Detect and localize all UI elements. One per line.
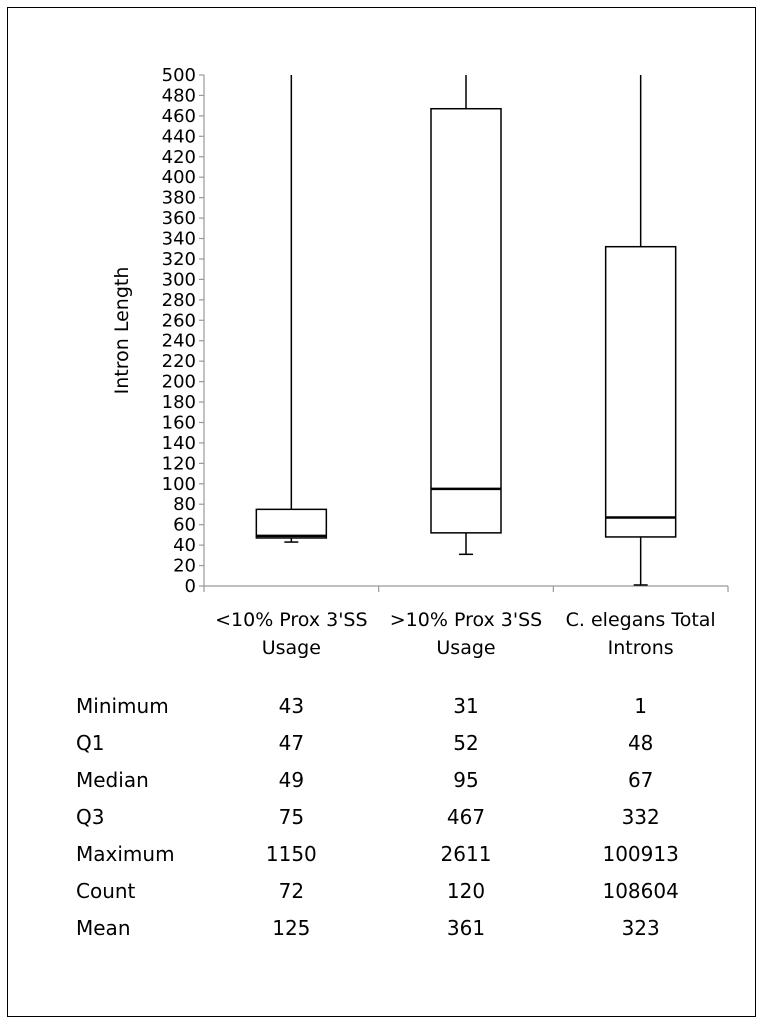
table-cell: 72 [279, 879, 304, 903]
category-label-line1: >10% Prox 3'SS [390, 609, 542, 631]
table-cell: 31 [453, 694, 478, 718]
y-tick-label: 20 [173, 556, 196, 577]
y-tick-label: 420 [162, 147, 196, 168]
table-row-label: Maximum [76, 842, 175, 866]
y-tick-label: 80 [173, 494, 196, 515]
box-series [255, 75, 677, 586]
y-tick-label: 100 [162, 474, 196, 495]
iqr-box [430, 107, 502, 534]
table-cell: 332 [622, 805, 660, 829]
y-tick-label: 40 [173, 535, 196, 556]
y-axis: 0204060801001201401601802002202402602803… [162, 65, 205, 597]
table-cell: 323 [622, 916, 660, 940]
stats-table: Minimum 43 31 1 Q1 47 52 48 Median 49 95 67 Q3 75 467 3… [76, 694, 679, 940]
y-tick-label: 200 [162, 372, 196, 393]
y-tick-label: 320 [162, 249, 196, 270]
category-label-line1: <10% Prox 3'SS [215, 609, 367, 631]
table-cell: 120 [447, 879, 485, 903]
table-cell: 67 [628, 768, 653, 792]
chart-frame: 0 20 40 60 80 100 120 140 160 180 200 220 240 260 280 3… [7, 7, 756, 1017]
y-tick-label: 300 [162, 269, 196, 290]
y-tick-label: 380 [162, 188, 196, 209]
y-tick-label: 260 [162, 310, 196, 331]
iqr-box [255, 508, 328, 539]
y-tick-label: 500 [162, 65, 196, 86]
box-plot-chart: 0204060801001201401601802002202402602803… [76, 65, 729, 940]
box-1 [255, 75, 328, 543]
table-cell: 75 [279, 805, 304, 829]
table-cell: 361 [447, 916, 485, 940]
table-cell: 49 [279, 768, 304, 792]
y-tick-label: 140 [162, 433, 196, 454]
table-row-label: Median [76, 768, 149, 792]
table-cell: 48 [628, 731, 653, 755]
box-3 [604, 75, 677, 586]
y-axis-title: Intron Length [111, 267, 133, 395]
table-row-label: Q1 [76, 731, 104, 755]
y-tick-label: 180 [162, 392, 196, 413]
y-tick-label: 160 [162, 412, 196, 433]
y-tick-label: 400 [162, 167, 196, 188]
category-label-line2: Introns [608, 637, 674, 659]
y-tick-label: 360 [162, 208, 196, 229]
table-cell: 1 [634, 694, 647, 718]
category-label-line2: Usage [262, 637, 321, 659]
x-axis [203, 585, 729, 592]
table-cell: 52 [453, 731, 478, 755]
y-tick-label: 120 [162, 453, 196, 474]
category-label-line2: Usage [436, 637, 495, 659]
table-cell: 47 [279, 731, 304, 755]
table-row-label: Mean [76, 916, 131, 940]
y-tick-label: 460 [162, 106, 196, 127]
y-tick-label: 240 [162, 331, 196, 352]
category-labels: <10% Prox 3'SS Usage >10% Prox 3'SS Usage C.… [215, 609, 716, 659]
y-tick-label: 0 [185, 576, 196, 597]
table-row-label: Minimum [76, 694, 169, 718]
table-cell: 2611 [441, 842, 492, 866]
y-tick-label: 480 [162, 85, 196, 106]
y-tick-label: 440 [162, 126, 196, 147]
table-cell: 95 [453, 768, 478, 792]
category-label-line1: C. elegans Total [566, 609, 716, 631]
y-tick-label: 60 [173, 515, 196, 536]
table-row-label: Count [76, 879, 136, 903]
table-cell: 467 [447, 805, 485, 829]
table-cell: 1150 [266, 842, 317, 866]
table-cell: 43 [279, 694, 304, 718]
y-tick-label: 220 [162, 351, 196, 372]
box-2 [430, 75, 502, 556]
table-cell: 100913 [602, 842, 678, 866]
iqr-box [604, 245, 677, 538]
table-cell: 108604 [602, 879, 678, 903]
table-row-label: Q3 [76, 805, 104, 829]
table-cell: 125 [272, 916, 310, 940]
y-tick-label: 340 [162, 229, 196, 250]
y-tick-label: 280 [162, 290, 196, 311]
